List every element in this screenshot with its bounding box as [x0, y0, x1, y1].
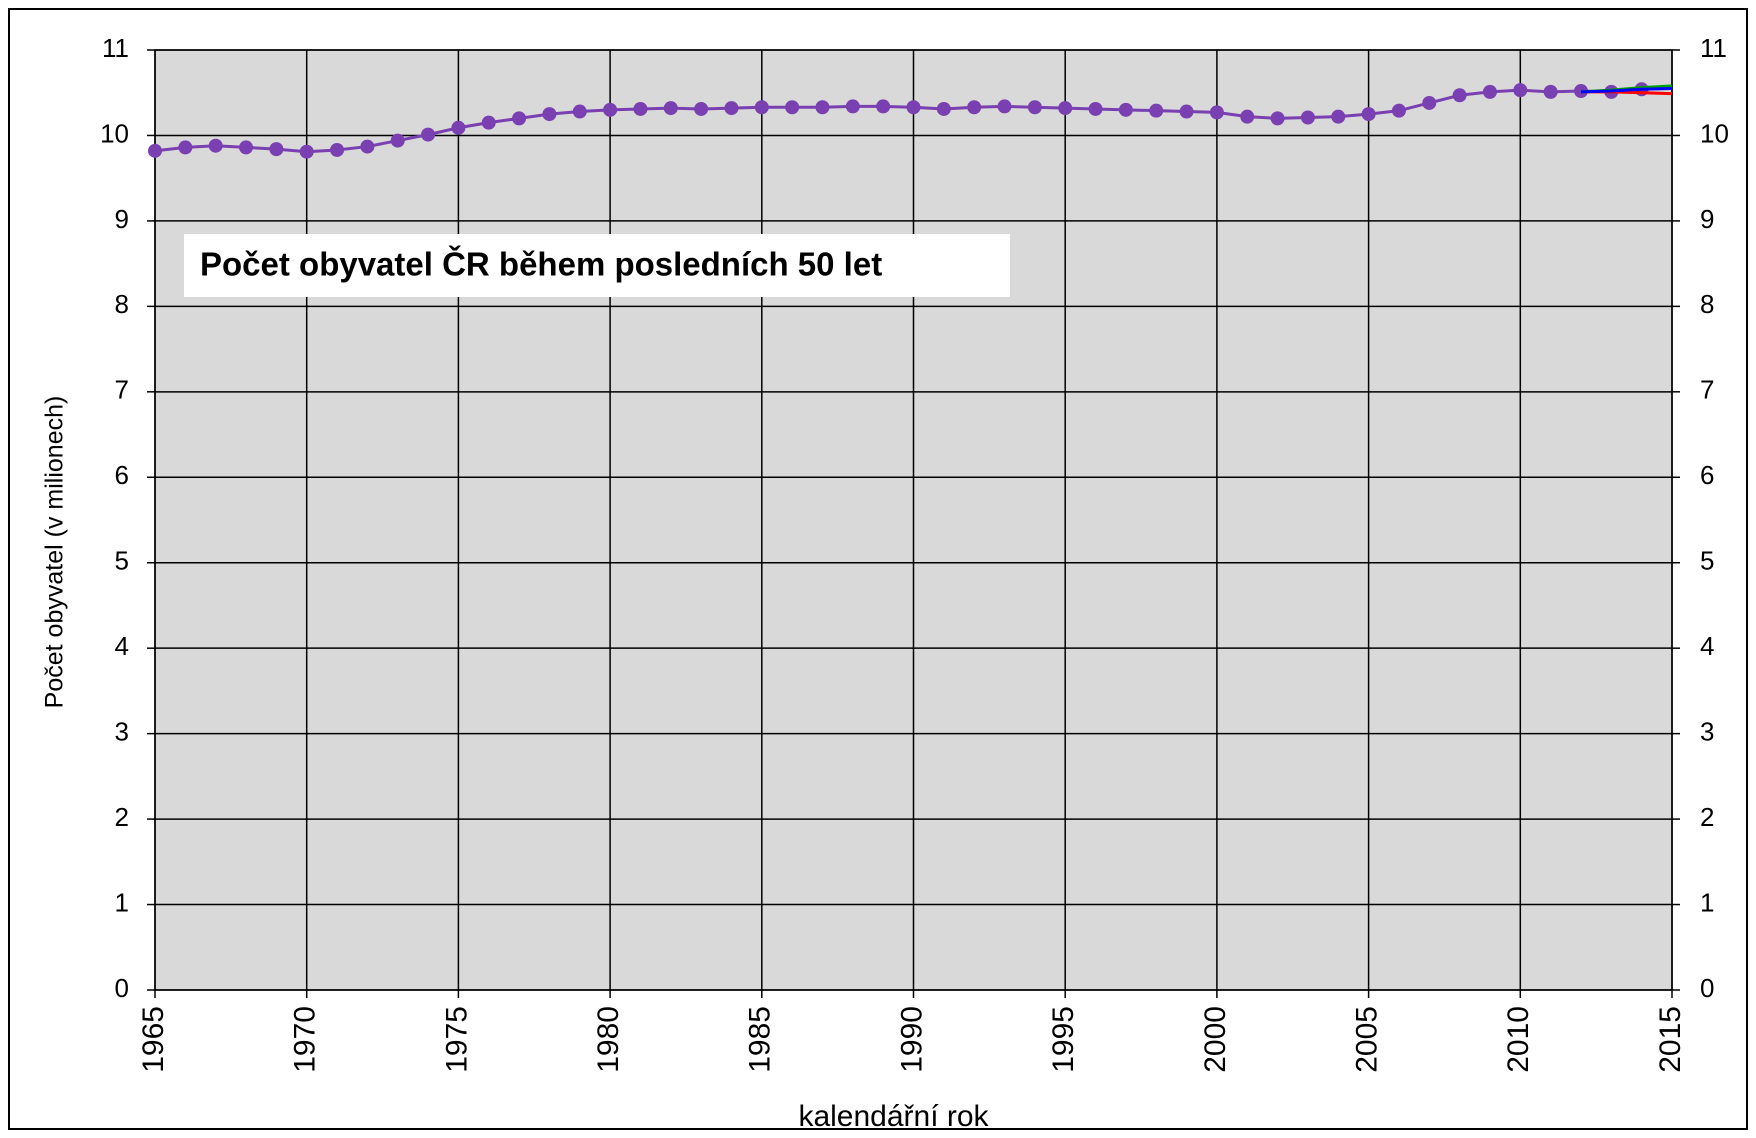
title-box: [184, 234, 1010, 297]
marker: [1513, 83, 1528, 98]
y-tick-label: 0: [115, 973, 129, 1003]
x-tick-label: 2000: [1199, 1006, 1232, 1073]
line: [1580, 86, 1673, 94]
marker: [754, 100, 769, 115]
marker: [1452, 88, 1467, 103]
marker: [239, 140, 254, 155]
y-tick-label: 3: [115, 717, 129, 747]
marker: [997, 99, 1012, 114]
marker: [1027, 100, 1042, 115]
marker: [269, 142, 284, 157]
marker: [785, 100, 800, 115]
y-tick-label: 4: [115, 631, 129, 661]
x-tick-label: 2015: [1654, 1006, 1687, 1073]
marker: [148, 143, 162, 158]
marker: [299, 144, 314, 159]
y2-tick-label: 6: [1700, 460, 1714, 490]
y2-tick-label: 11: [1700, 33, 1727, 63]
marker: [1331, 109, 1346, 124]
y2-tick-label: 1: [1700, 887, 1714, 917]
marker: [1088, 101, 1103, 116]
marker: [1422, 95, 1437, 110]
marker: [512, 111, 527, 126]
marker: [906, 100, 921, 115]
y2-tick-label: 5: [1700, 546, 1714, 576]
marker: [421, 127, 436, 142]
y2-tick-label: 10: [1700, 118, 1729, 148]
marker: [451, 120, 466, 135]
marker: [1118, 102, 1133, 117]
y2-tick-label: 0: [1700, 973, 1714, 1003]
marker: [208, 138, 223, 153]
marker: [845, 99, 860, 114]
marker: [1209, 105, 1224, 120]
marker: [663, 101, 678, 116]
marker: [815, 100, 830, 115]
marker: [967, 100, 982, 115]
x-tick-label: 1995: [1047, 1006, 1080, 1073]
marker: [1058, 101, 1073, 116]
x-tick-label: 2005: [1351, 1006, 1384, 1073]
x-tick-label: 1990: [895, 1006, 928, 1073]
y-tick-label: 11: [102, 33, 129, 63]
x-tick-label: 1965: [137, 1006, 170, 1073]
marker: [178, 140, 193, 155]
marker: [603, 102, 618, 117]
y2-tick-label: 7: [1700, 375, 1714, 405]
y-tick-label: 10: [100, 118, 129, 148]
y-tick-label: 2: [115, 802, 129, 832]
marker: [1482, 84, 1497, 99]
y-tick-label: 9: [115, 204, 129, 234]
marker: [1240, 109, 1255, 124]
marker: [390, 133, 405, 148]
y2-tick-label: 2: [1700, 802, 1714, 832]
marker: [360, 139, 375, 154]
y-tick-label: 8: [115, 289, 129, 319]
y-axis-label: Počet obyvatel (v milionech): [41, 396, 69, 709]
marker: [330, 142, 345, 157]
y2-tick-label: 8: [1700, 289, 1714, 319]
y2-tick-label: 3: [1700, 717, 1714, 747]
marker: [1270, 111, 1285, 126]
plot-border: [154, 49, 1673, 991]
marker: [876, 99, 891, 114]
y2-tick-label: 9: [1700, 204, 1714, 234]
marker: [1361, 107, 1376, 122]
y-tick-label: 1: [115, 887, 129, 917]
y-tick-label: 6: [115, 460, 129, 490]
marker: [1543, 84, 1558, 99]
marker: [694, 101, 709, 116]
marker: [1300, 110, 1315, 125]
y-tick-label: 7: [115, 375, 129, 405]
x-tick-label: 2010: [1502, 1006, 1535, 1073]
marker: [936, 101, 951, 116]
x-tick-label: 1970: [289, 1006, 322, 1073]
marker: [481, 115, 496, 130]
chart-title: Počet obyvatel ČR během posledních 50 le…: [200, 245, 882, 283]
x-tick-label: 1980: [592, 1006, 625, 1073]
marker: [1149, 103, 1164, 118]
y2-tick-label: 4: [1700, 631, 1714, 661]
marker: [1391, 103, 1406, 118]
marker: [724, 101, 739, 116]
y-tick-label: 5: [115, 546, 129, 576]
marker: [633, 101, 648, 116]
marker: [572, 104, 587, 119]
x-tick-label: 1985: [744, 1006, 777, 1073]
x-axis-label: kalendářní rok: [798, 1100, 989, 1133]
x-tick-label: 1975: [440, 1006, 473, 1073]
marker: [542, 107, 557, 122]
marker: [1179, 104, 1194, 119]
